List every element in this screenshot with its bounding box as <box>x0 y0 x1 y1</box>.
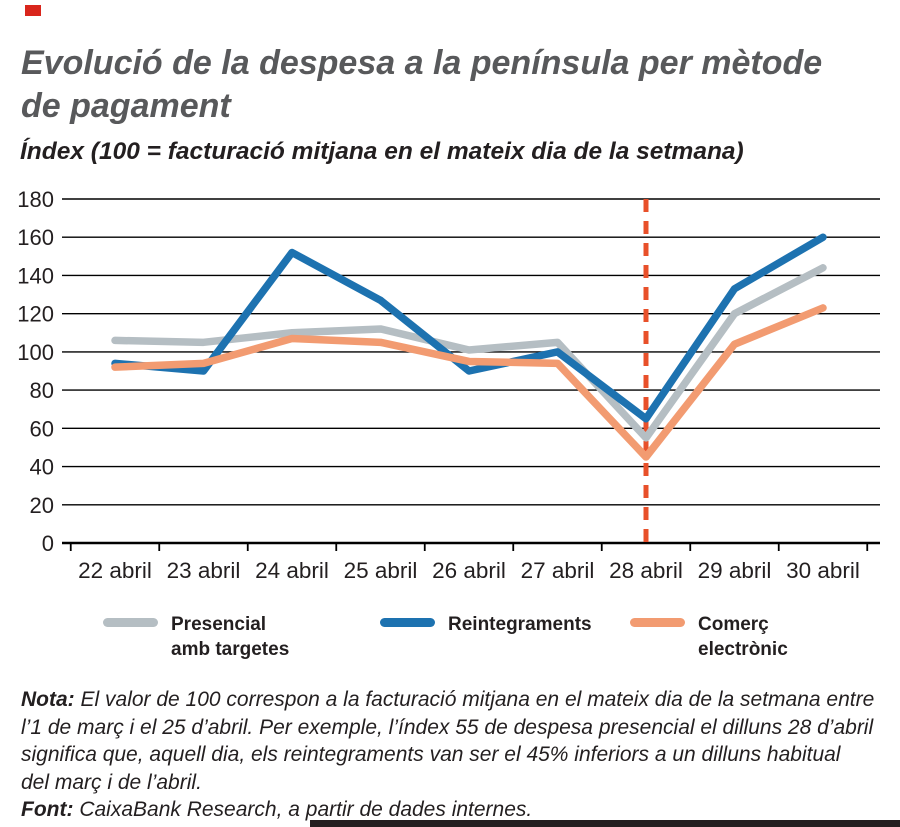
legend-item-presencial: Presencial amb targetes <box>103 612 293 663</box>
legend-swatch-presencial <box>103 618 158 627</box>
legend-swatch-comerc <box>630 618 685 627</box>
legend-label-reintegraments: Reintegraments <box>448 614 592 635</box>
bottom-border-bar <box>310 820 900 827</box>
note-label: Nota: <box>21 688 75 711</box>
note-line: del març i de l’abril. <box>21 770 202 794</box>
source-line: Font: CaixaBank Research, a partir de da… <box>21 798 533 821</box>
legend-swatch-reintegraments <box>380 618 435 627</box>
chart-subtitle: Índex (100 = facturació mitjana en el ma… <box>20 138 744 165</box>
note-line: l’1 de març i el 25 d’abril. Per exemple… <box>21 715 874 739</box>
x-tick-label: 26 abril <box>432 558 506 583</box>
chart-title-line1: Evolució de la despesa a la península pe… <box>21 44 823 82</box>
y-tick-label: 100 <box>17 340 54 365</box>
series-reintegraments <box>111 233 827 423</box>
y-tick-label: 120 <box>17 302 54 327</box>
y-tick-label: 160 <box>17 225 54 250</box>
x-tick-label: 29 abril <box>698 558 772 583</box>
y-tick-label: 40 <box>30 455 54 480</box>
y-tick-label: 0 <box>42 531 54 556</box>
legend-item-reintegraments: Reintegraments <box>380 612 592 637</box>
x-tick-label: 24 abril <box>255 558 329 583</box>
y-tick-label: 20 <box>30 493 54 518</box>
x-tick-label: 22 abril <box>78 558 152 583</box>
x-tick-label: 27 abril <box>521 558 595 583</box>
y-tick-label: 140 <box>17 263 54 288</box>
note-block: Nota: El valor de 100 correspon a la fac… <box>21 686 883 824</box>
x-tick-label: 25 abril <box>344 558 418 583</box>
legend-item-comerc: Comerç electrònic <box>630 612 798 663</box>
note-line: significa que, aquell dia, els reintegra… <box>21 743 841 766</box>
legend-label-comerc: Comerç electrònic <box>698 614 788 661</box>
series-comer-electr-nic <box>111 304 827 461</box>
chart-title-line2: de pagament <box>21 86 231 125</box>
source-label: Font: <box>21 798 74 821</box>
chart-title: Evolució de la despesa a la península pe… <box>21 42 893 128</box>
y-tick-label: 60 <box>30 416 54 441</box>
red-corner-mark <box>25 5 41 16</box>
y-tick-label: 180 <box>17 187 54 212</box>
x-tick-label: 23 abril <box>167 558 241 583</box>
y-tick-label: 80 <box>30 378 54 403</box>
note-line: Nota: El valor de 100 correspon a la fac… <box>21 688 875 711</box>
x-tick-label: 28 abril <box>609 558 683 583</box>
legend-label-presencial: Presencial amb targetes <box>171 614 290 661</box>
x-tick-label: 30 abril <box>786 558 860 583</box>
series-presencial-amb-targetes <box>111 264 827 442</box>
